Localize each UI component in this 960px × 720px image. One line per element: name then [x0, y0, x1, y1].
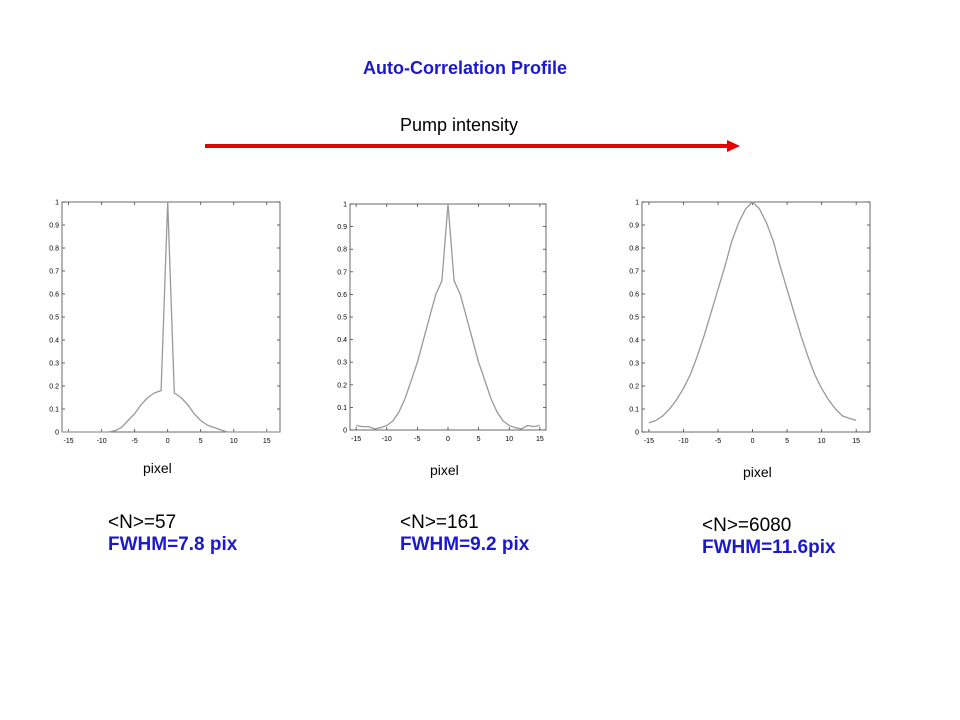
x-tick-label: 5	[199, 438, 203, 445]
chart-panel-3: -15 -10 -5 0 5 10 15 0 0.1 0.2 0.3 0.4 0.5 0.6 0.7 0.8 0…	[629, 200, 871, 445]
x-tick-label: 5	[785, 438, 789, 445]
y-tick-label: 0.4	[629, 338, 639, 345]
y-tick-label: 0.5	[337, 315, 347, 322]
y-tick-label: 0.6	[629, 292, 639, 299]
y-tick-label: 0.3	[337, 360, 347, 367]
y-tick-label: 0	[635, 430, 639, 437]
y-tick-label: 0.2	[49, 384, 59, 391]
autocorrelation-curve	[355, 203, 541, 430]
stats-block-3: <N>=6080 FWHM=11.6pix	[702, 515, 836, 559]
x-tick-label: 0	[446, 436, 450, 443]
x-tick-label: -10	[97, 438, 107, 445]
y-tick-label: 0.6	[337, 292, 347, 299]
chart-panel-2: -15 -10 -5 0 5 10 15 0 0.1 0.2 0.3 0.4 0.5 0.6 0.7 0.8 0…	[337, 202, 547, 443]
y-tick-label: 1	[55, 200, 59, 207]
plot-frame	[641, 201, 871, 433]
y-tick-label: 0.2	[337, 382, 347, 389]
autocorrelation-curve	[648, 201, 857, 424]
x-tick-label: 10	[505, 436, 513, 443]
y-tick-label: 0.7	[337, 269, 347, 276]
y-tick-label: 0.5	[49, 315, 59, 322]
x-tick-label: -5	[414, 436, 420, 443]
x-axis-label-1: pixel	[143, 460, 172, 476]
y-tick-label: 0.7	[49, 269, 59, 276]
stats-block-2: <N>=161 FWHM=9.2 pix	[400, 512, 529, 556]
y-tick-label: 0.4	[49, 338, 59, 345]
x-tick-label: 15	[263, 438, 271, 445]
fwhm-value-3: FWHM=11.6pix	[702, 537, 836, 558]
x-axis-label-3: pixel	[743, 464, 772, 480]
x-tick-label: -15	[351, 436, 361, 443]
fwhm-value-1: FWHM=7.8 pix	[108, 534, 238, 555]
y-tick-label: 0.1	[337, 405, 347, 412]
x-tick-label: -10	[678, 438, 688, 445]
autocorrelation-curve	[62, 201, 280, 433]
x-tick-label: 10	[230, 438, 238, 445]
page-title: Auto-Correlation Profile	[362, 58, 567, 78]
y-tick-label: 1	[343, 202, 347, 209]
x-tick-label: 15	[852, 438, 860, 445]
stats-block-1: <N>=57 FWHM=7.8 pix	[108, 512, 237, 556]
x-tick-label: -5	[132, 438, 138, 445]
x-axis-label-2: pixel	[430, 462, 459, 478]
pump-intensity-arrow	[205, 140, 740, 152]
y-tick-label: 0.8	[629, 246, 639, 253]
x-tick-label: 10	[818, 438, 826, 445]
y-tick-label: 0.4	[337, 337, 347, 344]
x-tick-label: 0	[166, 438, 170, 445]
y-tick-label: 0	[55, 430, 59, 437]
y-tick-label: 0.6	[49, 292, 59, 299]
mean-n-value-3: <N>=6080	[702, 515, 792, 536]
y-tick-label: 0.9	[337, 224, 347, 231]
y-tick-label: 0.3	[49, 361, 59, 368]
y-tick-label: 0.7	[629, 269, 639, 276]
x-tick-label: 15	[536, 436, 544, 443]
y-tick-label: 0.8	[49, 246, 59, 253]
y-tick-label: 0.9	[629, 223, 639, 230]
y-tick-label: 0.3	[629, 361, 639, 368]
y-tick-label: 0.1	[49, 407, 59, 414]
y-tick-label: 0	[343, 428, 347, 435]
chart-panel-1: -15 -10 -5 0 5 10 15 0 0.1 0.2 0.3 0.4 0.5 0.6 0.7 0.8 0…	[49, 200, 281, 445]
y-tick-label: 0.8	[337, 247, 347, 254]
plot-frame	[61, 201, 281, 433]
y-tick-label: 0.2	[629, 384, 639, 391]
y-tick-label: 0.9	[49, 223, 59, 230]
x-tick-label: -5	[715, 438, 721, 445]
x-tick-label: -15	[644, 438, 654, 445]
mean-n-value-1: <N>=57	[108, 512, 177, 533]
y-tick-label: 0.5	[629, 315, 639, 322]
x-tick-label: 0	[751, 438, 755, 445]
x-tick-label: -15	[64, 438, 74, 445]
arrow-head	[727, 140, 740, 152]
x-tick-label: 5	[477, 436, 481, 443]
mean-n-value-2: <N>=161	[400, 512, 479, 533]
y-tick-label: 1	[635, 200, 639, 207]
plot-frame	[349, 203, 547, 431]
pump-intensity-label: Pump intensity	[399, 115, 519, 135]
fwhm-value-2: FWHM=9.2 pix	[400, 534, 530, 555]
x-tick-label: -10	[382, 436, 392, 443]
y-tick-label: 0.1	[629, 407, 639, 414]
